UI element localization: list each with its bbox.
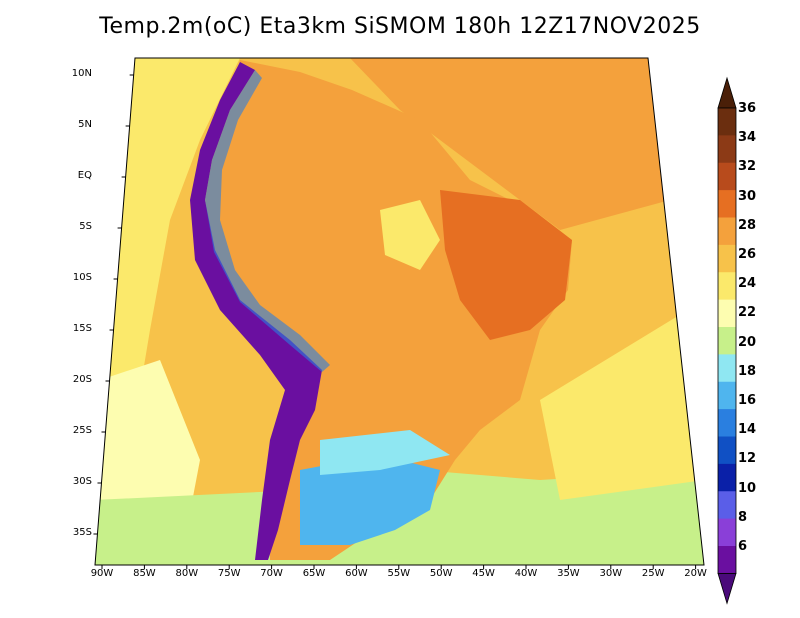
latitude-label: 10N <box>71 68 92 79</box>
colorbar-label: 36 <box>738 101 757 116</box>
latitude-ticks <box>93 74 134 535</box>
colorbar-segment <box>718 108 736 136</box>
colorbar-segment <box>718 272 736 301</box>
colorbar-segment <box>718 463 736 492</box>
colorbar-label: 26 <box>738 247 757 262</box>
colorbar-segment <box>718 546 736 574</box>
longitude-label: 55W <box>387 568 411 579</box>
andes-cold-spine <box>190 62 322 560</box>
latitude-label: EQ <box>77 170 92 181</box>
longitude-label: 85W <box>133 568 156 579</box>
longitude-label: 30W <box>599 568 623 579</box>
colorbar-label: 16 <box>738 393 757 408</box>
longitude-label: 45W <box>472 568 495 579</box>
longitude-label: 65W <box>302 568 326 579</box>
longitude-label: 40W <box>514 568 538 579</box>
colorbar <box>717 76 737 605</box>
colorbar-label: 24 <box>738 276 757 292</box>
latitude-label: 5N <box>78 119 92 130</box>
longitude-label: 50W <box>429 568 453 579</box>
colorbar-label: 14 <box>738 422 757 438</box>
colorbar-label: 32 <box>738 159 757 175</box>
latitude-label: 20S <box>72 374 92 385</box>
colorbar-label: 20 <box>738 334 757 350</box>
longitude-label: 80W <box>175 568 199 579</box>
colorbar-segment <box>718 327 736 355</box>
latitude-label: 5S <box>79 221 92 232</box>
colorbar-upper-arrow <box>717 76 737 109</box>
longitude-label: 70W <box>260 568 283 579</box>
south-light-area <box>320 430 450 475</box>
colorbar-label: 30 <box>738 188 757 204</box>
colorbar-label: 12 <box>738 451 757 467</box>
colorbar-label: 34 <box>738 130 757 146</box>
colorbar-segment <box>718 217 736 246</box>
colorbar-label: 28 <box>738 217 757 233</box>
latitude-label: 30S <box>72 476 92 487</box>
longitude-label: 35W <box>557 568 580 579</box>
colorbar-segment <box>718 518 736 547</box>
colorbar-segment <box>718 190 736 218</box>
colorbar-segment <box>718 135 736 164</box>
atlantic-mild <box>540 300 704 500</box>
latitude-label: 10S <box>72 272 92 283</box>
colorbar-segment <box>718 299 736 328</box>
colorbar-segment <box>718 354 736 383</box>
longitude-label: 75W <box>217 568 241 579</box>
latitude-label: 25S <box>72 425 92 436</box>
latitude-label: 35S <box>72 527 92 538</box>
map-title: Temp.2m(oC) Eta3km SiSMOM 180h 12Z17NOV2… <box>99 14 701 39</box>
colorbar-label: 10 <box>738 480 757 496</box>
warm-ocean-east <box>350 58 670 230</box>
longitude-ticks <box>101 565 697 569</box>
colorbar-label: 6 <box>738 539 748 554</box>
map-frame <box>94 57 705 566</box>
colorbar-label: 8 <box>738 509 748 525</box>
colorbar-label: 22 <box>738 305 757 321</box>
colorbar-label: 18 <box>738 363 757 379</box>
colorbar-segment <box>718 381 736 410</box>
central-cool-patch <box>380 200 440 270</box>
colorbar-segment <box>718 491 736 520</box>
south-cool-area <box>300 455 440 545</box>
colorbar-lower-arrow <box>717 572 737 605</box>
colorbar-segment <box>718 436 736 465</box>
longitude-label: 60W <box>345 568 368 579</box>
longitude-label: 20W <box>684 568 707 579</box>
longitude-label: 25W <box>641 568 665 579</box>
nordeste-hot-area <box>440 190 572 340</box>
colorbar-segment <box>718 162 736 191</box>
colorbar-segment <box>718 244 736 273</box>
andes-blue-flank <box>205 70 330 372</box>
colorbar-segment <box>718 409 736 437</box>
latitude-label: 15S <box>72 323 92 334</box>
longitude-label: 90W <box>90 568 114 579</box>
colorbar-frame <box>717 107 737 574</box>
